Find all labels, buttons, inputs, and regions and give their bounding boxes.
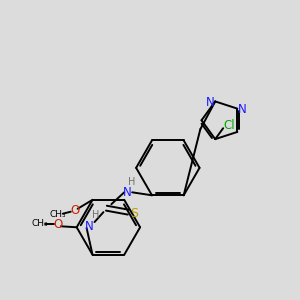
Text: O: O xyxy=(70,204,79,217)
Text: N: N xyxy=(123,186,132,199)
Text: Cl: Cl xyxy=(223,119,235,132)
Text: N: N xyxy=(206,96,214,109)
Text: H: H xyxy=(128,177,136,188)
Text: CH₃: CH₃ xyxy=(32,219,48,228)
Text: N: N xyxy=(85,220,94,232)
Text: N: N xyxy=(238,103,247,116)
Text: S: S xyxy=(130,207,138,220)
Text: H: H xyxy=(92,210,99,220)
Text: CH₃: CH₃ xyxy=(50,210,66,219)
Text: O: O xyxy=(53,218,62,231)
